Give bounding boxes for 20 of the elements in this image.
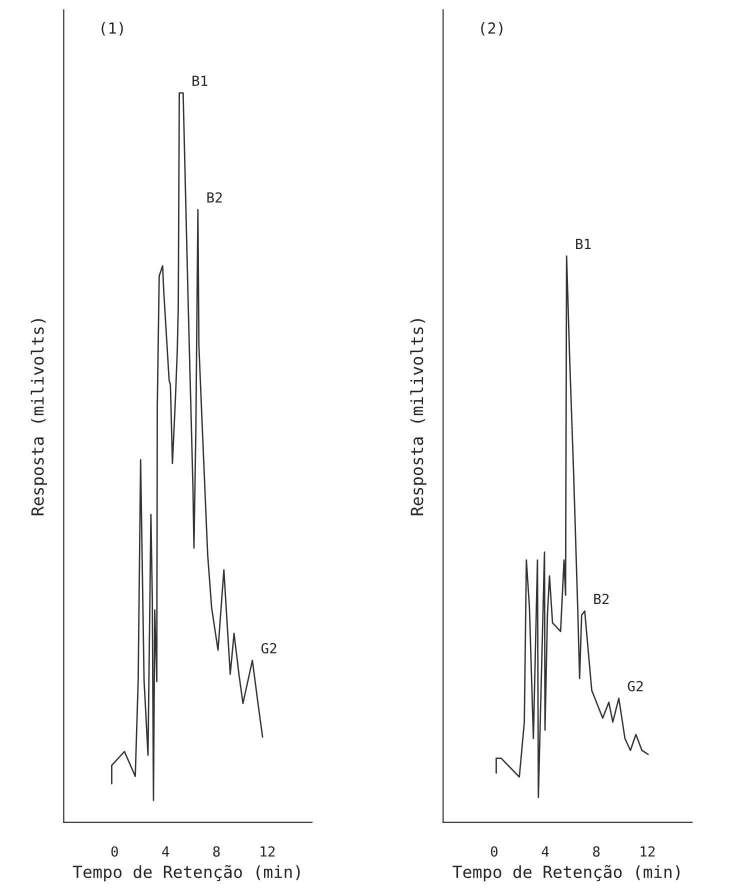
x-tick-label: 8	[593, 846, 600, 857]
annotation: B2	[594, 594, 609, 604]
x-tick-label: 0	[111, 846, 118, 857]
x-tick-label: 0	[490, 846, 498, 857]
annotation: G2	[628, 680, 643, 692]
y-axis-title: Resposta (milivolts)	[30, 319, 48, 516]
chart-title: (2)	[481, 22, 502, 36]
x-axis-title: Tempo de Retenção (min)	[72, 864, 300, 882]
x-axis-title: Tempo de Retenção (min)	[452, 864, 680, 882]
y-axis-title: Resposta (milivolts)	[410, 319, 426, 516]
x-tick-label: 8	[213, 846, 220, 857]
annotation: G2	[261, 643, 276, 654]
x-tick-label: 4	[542, 846, 549, 857]
x-tick-label: 4	[162, 846, 170, 857]
x-tick-label: 12	[640, 846, 655, 857]
chart-title: (1)	[102, 22, 123, 36]
annotation: B2	[207, 192, 222, 203]
x-tick-label: 12	[260, 846, 275, 857]
annotation: B1	[192, 76, 208, 86]
annotation: B1	[576, 238, 591, 250]
